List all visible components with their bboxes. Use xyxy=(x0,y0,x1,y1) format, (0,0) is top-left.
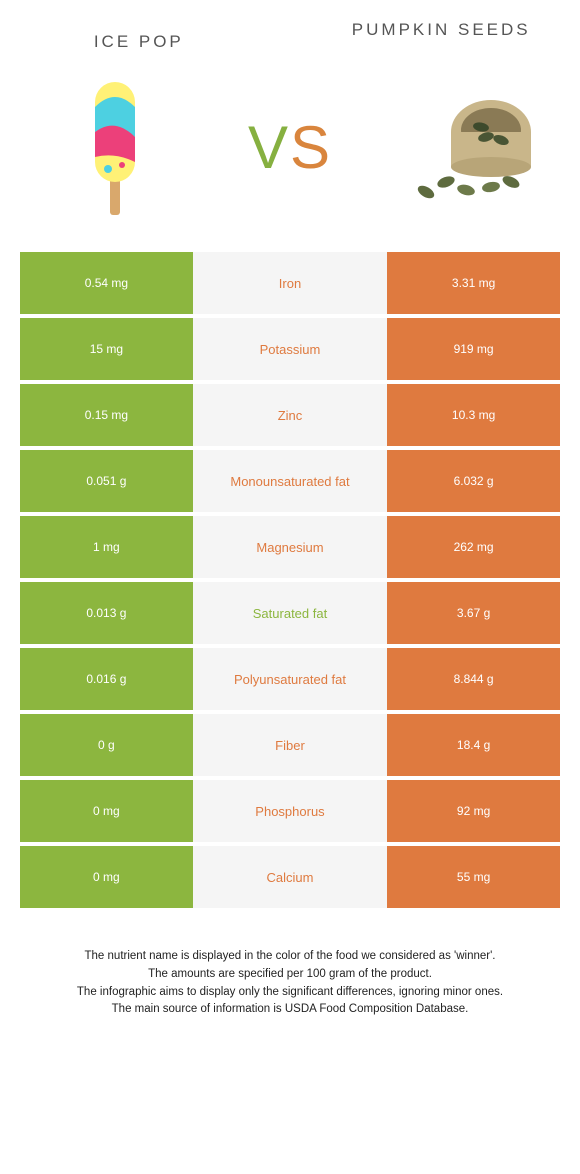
right-value: 92 mg xyxy=(387,780,560,842)
nutrient-row: 0.54 mgIron3.31 mg xyxy=(20,252,560,314)
nutrient-label: Potassium xyxy=(193,318,387,380)
images-row: VS xyxy=(20,62,560,232)
right-value: 10.3 mg xyxy=(387,384,560,446)
right-value: 3.67 g xyxy=(387,582,560,644)
left-value: 0.013 g xyxy=(20,582,193,644)
nutrient-row: 0 mgPhosphorus92 mg xyxy=(20,780,560,842)
nutrient-label: Monounsaturated fat xyxy=(193,450,387,512)
left-value: 0.15 mg xyxy=(20,384,193,446)
left-food-image xyxy=(20,72,209,222)
right-value: 55 mg xyxy=(387,846,560,908)
nutrient-row: 0.016 gPolyunsaturated fat8.844 g xyxy=(20,648,560,710)
nutrient-label: Saturated fat xyxy=(193,582,387,644)
nutrient-label: Fiber xyxy=(193,714,387,776)
left-value: 1 mg xyxy=(20,516,193,578)
nutrient-label: Polyunsaturated fat xyxy=(193,648,387,710)
vs-s: S xyxy=(290,114,332,181)
nutrient-row: 0.051 gMonounsaturated fat6.032 g xyxy=(20,450,560,512)
nutrient-row: 0.013 gSaturated fat3.67 g xyxy=(20,582,560,644)
left-value: 0.051 g xyxy=(20,450,193,512)
vs-label: VS xyxy=(248,113,332,182)
vs-v: V xyxy=(248,114,290,181)
right-value: 3.31 mg xyxy=(387,252,560,314)
footnote-line: The nutrient name is displayed in the co… xyxy=(30,948,550,966)
right-value: 919 mg xyxy=(387,318,560,380)
nutrient-label: Iron xyxy=(193,252,387,314)
nutrient-row: 0 gFiber18.4 g xyxy=(20,714,560,776)
nutrient-row: 0.15 mgZinc10.3 mg xyxy=(20,384,560,446)
nutrient-table: 0.54 mgIron3.31 mg15 mgPotassium919 mg0.… xyxy=(20,252,560,908)
right-value: 262 mg xyxy=(387,516,560,578)
nutrient-label: Phosphorus xyxy=(193,780,387,842)
footnote-line: The infographic aims to display only the… xyxy=(30,984,550,1002)
footnotes: The nutrient name is displayed in the co… xyxy=(20,948,560,1019)
seeds-icon xyxy=(391,82,541,212)
left-value: 0.016 g xyxy=(20,648,193,710)
left-food-title: Ice pop xyxy=(20,20,258,52)
left-value: 0 mg xyxy=(20,846,193,908)
footnote-line: The main source of information is USDA F… xyxy=(30,1001,550,1019)
nutrient-label: Calcium xyxy=(193,846,387,908)
ice-pop-icon xyxy=(80,77,150,217)
right-food-image xyxy=(371,72,560,222)
nutrient-label: Magnesium xyxy=(193,516,387,578)
right-value: 18.4 g xyxy=(387,714,560,776)
right-food-title: Pumpkin seeds xyxy=(322,20,560,40)
left-value: 0.54 mg xyxy=(20,252,193,314)
right-value: 8.844 g xyxy=(387,648,560,710)
nutrient-row: 15 mgPotassium919 mg xyxy=(20,318,560,380)
nutrient-row: 1 mgMagnesium262 mg xyxy=(20,516,560,578)
footnote-line: The amounts are specified per 100 gram o… xyxy=(30,966,550,984)
nutrient-row: 0 mgCalcium55 mg xyxy=(20,846,560,908)
left-value: 0 mg xyxy=(20,780,193,842)
left-value: 15 mg xyxy=(20,318,193,380)
left-value: 0 g xyxy=(20,714,193,776)
nutrient-label: Zinc xyxy=(193,384,387,446)
right-value: 6.032 g xyxy=(387,450,560,512)
header-row: Ice pop Pumpkin seeds xyxy=(20,20,560,52)
